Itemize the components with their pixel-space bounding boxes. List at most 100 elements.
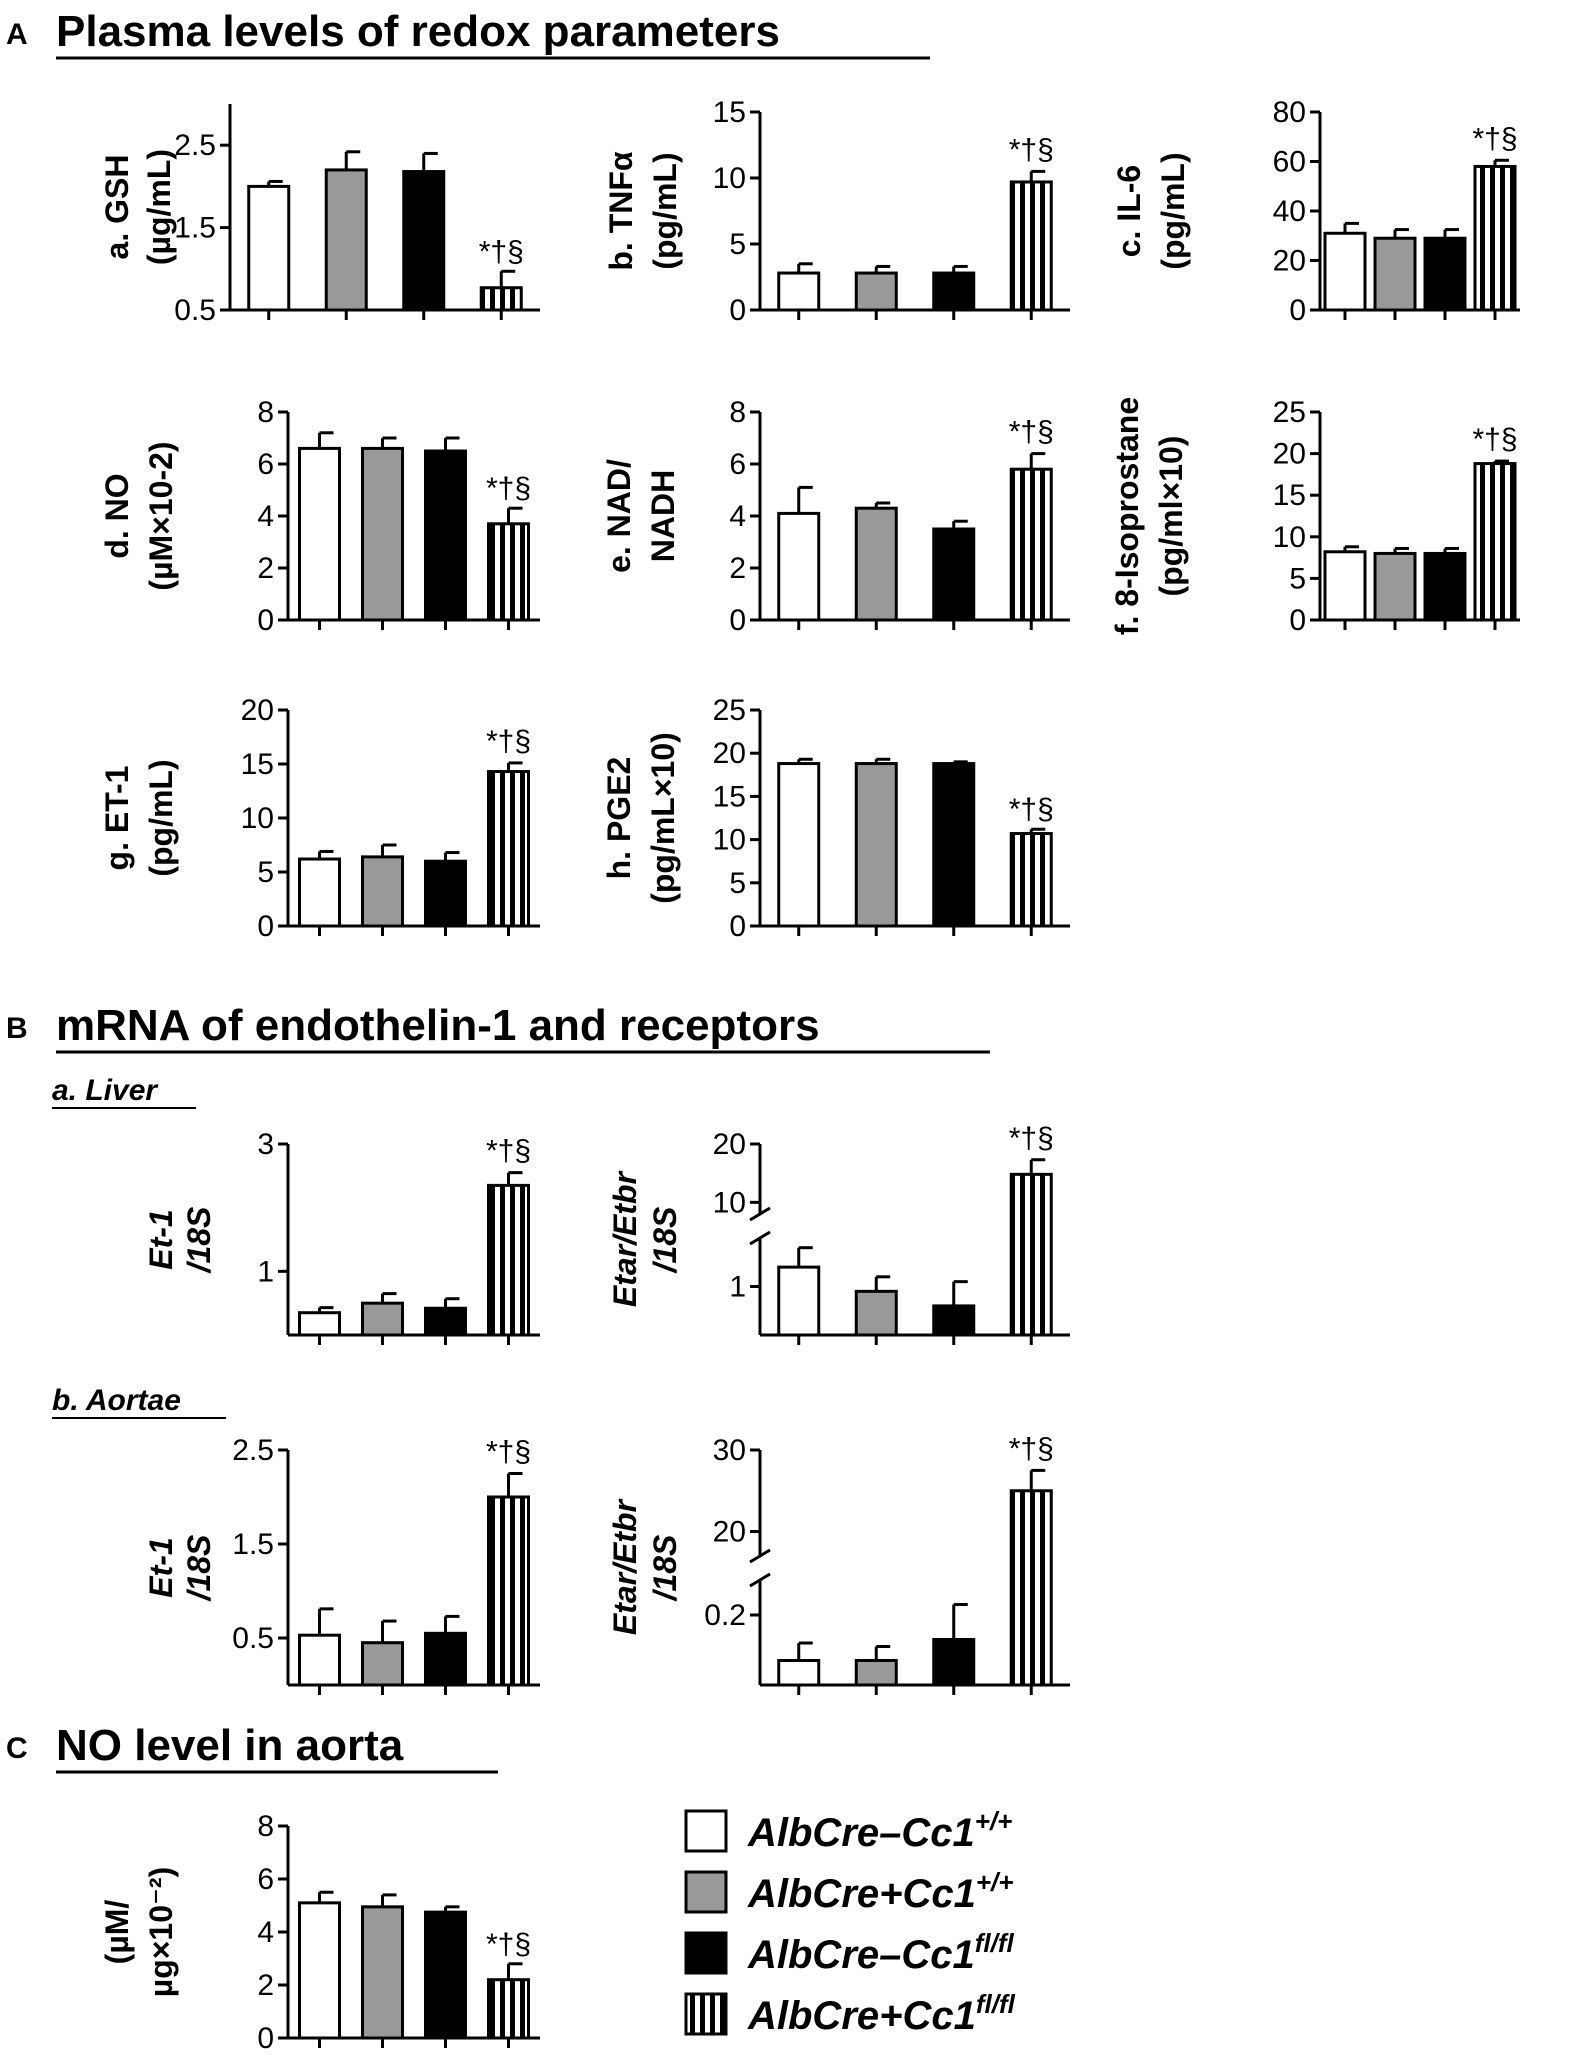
bar-black	[932, 1304, 976, 1337]
y-axis-label: (pg/ml×10)	[1153, 436, 1189, 597]
bar-white	[777, 271, 821, 312]
bar-black	[424, 1306, 467, 1337]
y-axis-label: (µM/	[99, 1900, 135, 1965]
bar-gray	[324, 168, 368, 312]
axis-break-mark	[749, 1572, 771, 1588]
bar-black	[932, 271, 976, 312]
section-letter-b: B	[6, 1012, 28, 1045]
tick-label: 1.5	[174, 212, 216, 245]
tick-label: 0	[729, 910, 746, 943]
significance-marker: *†§	[1472, 122, 1517, 155]
significance-marker: *†§	[1009, 1122, 1054, 1155]
bar-white	[298, 857, 341, 928]
tick-label: 20	[1273, 438, 1306, 471]
bar-white	[1323, 550, 1367, 622]
tick-label: 4	[729, 500, 746, 533]
bar-black	[1423, 551, 1467, 622]
y-axis-label: Et-1	[143, 1537, 179, 1597]
bar-white	[298, 1311, 341, 1337]
tick-label: 8	[729, 396, 746, 429]
y-axis-label: f. 8-Isoprostane	[1109, 397, 1145, 635]
bar-gray	[854, 506, 898, 622]
chart-isoprostane: 0 5 10 15 20 25 *†§ f. 8-Isoprostane (pg/ml×10)	[1109, 396, 1520, 637]
bar-white	[777, 1659, 821, 1687]
bar-gray	[361, 1641, 404, 1687]
y-axis-label: (µM×10-2)	[143, 441, 179, 590]
tick-label: 0.5	[174, 294, 216, 327]
legend-sup: +/+	[975, 1806, 1013, 1836]
tick-label: 6	[257, 1863, 274, 1896]
axis-break-mark	[749, 1548, 771, 1564]
bar-black	[424, 859, 467, 928]
y-axis-label: /18S	[647, 1206, 683, 1274]
tick-label: 15	[241, 748, 274, 781]
tick-label: 6	[729, 448, 746, 481]
bar-black	[424, 1910, 467, 2040]
significance-marker: *†§	[486, 725, 531, 758]
tick-label: 1	[257, 1255, 274, 1288]
bar-black	[932, 1638, 976, 1687]
bar-white	[777, 511, 821, 622]
svg-text:AlbCre+Cc1fl/fl: AlbCre+Cc1fl/fl	[747, 1989, 1016, 2038]
bar-black	[424, 1631, 467, 1687]
y-axis-label: Et-1	[143, 1209, 179, 1269]
legend-item: AlbCre–Cc1fl/fl	[684, 1928, 1015, 1977]
tick-label: 20	[241, 694, 274, 727]
subsection-liver-label: a. Liver	[52, 1074, 159, 1107]
svg-text:AlbCre–Cc1fl/fl: AlbCre–Cc1fl/fl	[747, 1928, 1015, 1977]
legend: AlbCre–Cc1+/+ AlbCre+Cc1+/+ AlbCre–Cc1fl…	[684, 1806, 1016, 2038]
bar-striped	[487, 522, 530, 622]
legend-swatch-black	[684, 1931, 728, 1975]
bar-striped	[487, 1495, 530, 1687]
svg-text:AlbCre+Cc1+/+: AlbCre+Cc1+/+	[747, 1867, 1013, 1916]
tick-label: 0	[729, 294, 746, 327]
bar-white	[298, 1901, 341, 2040]
svg-text:AlbCre–Cc1+/+: AlbCre–Cc1+/+	[747, 1806, 1012, 1855]
tick-label: 60	[1273, 146, 1306, 179]
tick-label: 0.2	[704, 1599, 746, 1632]
chart-gsh: 0.5 1.5 2.5 *†§ a. GSH (µg/mL)	[99, 104, 540, 327]
section-title-b: mRNA of endothelin-1 and receptors	[56, 1001, 820, 1050]
bar-striped	[1009, 832, 1053, 928]
tick-label: 0.5	[232, 1622, 274, 1655]
tick-label: 15	[1273, 479, 1306, 512]
bar-gray	[854, 1289, 898, 1337]
y-axis-label: Etar/Etbr	[607, 1498, 643, 1635]
legend-sup: +/+	[976, 1867, 1014, 1897]
legend-item: AlbCre–Cc1+/+	[684, 1806, 1012, 1855]
legend-swatch-striped	[684, 1992, 728, 2036]
bar-gray	[854, 1659, 898, 1687]
bar-black	[932, 762, 976, 928]
bar-black	[1423, 236, 1467, 312]
significance-marker: *†§	[486, 472, 531, 505]
legend-label: AlbCre–Cc1	[747, 1811, 975, 1855]
significance-marker: *†§	[1472, 423, 1517, 456]
bar-gray	[361, 855, 404, 928]
chart-il6: 0 20 40 60 80 *†§ c. IL-6 (pg/mL)	[1111, 96, 1520, 327]
bar-striped	[1473, 164, 1517, 312]
tick-label: 6	[257, 448, 274, 481]
legend-item: AlbCre+Cc1fl/fl	[684, 1989, 1016, 2038]
section-letter-c: C	[6, 1732, 28, 1765]
tick-label: 1	[729, 1271, 746, 1304]
bar-striped	[487, 1183, 530, 1337]
bar-white	[298, 446, 341, 622]
tick-label: 10	[713, 162, 746, 195]
tick-label: 3	[257, 1128, 274, 1161]
chart-aortae-et1-mrna: 0.5 1.5 2.5 *†§ Et-1/18S	[143, 1434, 540, 1695]
tick-label: 2.5	[232, 1434, 274, 1467]
bar-striped	[1009, 467, 1053, 622]
bar-gray	[1373, 551, 1417, 622]
significance-marker: *†§	[486, 1436, 531, 1469]
tick-label: 4	[257, 500, 274, 533]
bar-striped	[479, 286, 523, 312]
y-axis-label: (pg/mL×10)	[645, 732, 681, 904]
y-axis-label: µg×10⁻²)	[143, 1867, 179, 1997]
bar-gray	[361, 1905, 404, 2040]
y-axis-label: (pg/mL)	[1155, 152, 1191, 269]
bar-white	[777, 762, 821, 928]
bar-gray	[854, 271, 898, 312]
bar-striped	[487, 770, 530, 928]
tick-label: 5	[729, 228, 746, 261]
tick-label: 0	[1289, 604, 1306, 637]
